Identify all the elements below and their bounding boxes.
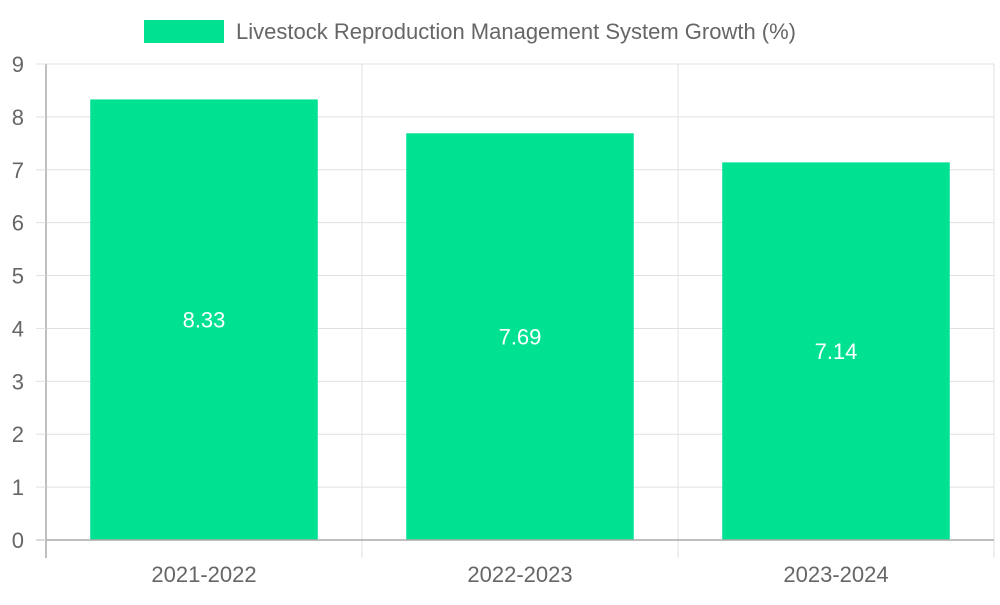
x-axis-ticks: 2021-2022 2022-2023 2023-2024 <box>151 562 888 587</box>
bar-2023-2024 <box>722 162 950 540</box>
data-labels: 8.33 7.69 7.14 <box>183 308 858 364</box>
bars <box>90 99 950 541</box>
x-tick-label: 2022-2023 <box>467 562 572 587</box>
bar-2022-2023 <box>406 133 634 541</box>
data-label: 8.33 <box>183 308 226 333</box>
x-tick-label: 2023-2024 <box>783 562 888 587</box>
axes <box>36 64 994 558</box>
bar-2021-2022 <box>90 99 318 541</box>
y-tick-label: 7 <box>12 158 24 183</box>
y-tick-label: 0 <box>12 528 24 553</box>
legend-label: Livestock Reproduction Management System… <box>236 19 796 44</box>
y-tick-label: 9 <box>12 52 24 77</box>
x-tick-label: 2021-2022 <box>151 562 256 587</box>
legend-swatch <box>144 20 224 43</box>
y-tick-label: 1 <box>12 475 24 500</box>
y-axis-ticks: 0 1 2 3 4 5 6 7 8 9 <box>12 52 46 553</box>
data-label: 7.69 <box>499 325 542 350</box>
data-label: 7.14 <box>815 339 858 364</box>
y-tick-label: 8 <box>12 105 24 130</box>
y-tick-label: 3 <box>12 369 24 394</box>
legend: Livestock Reproduction Management System… <box>144 19 796 44</box>
y-tick-label: 5 <box>12 264 24 289</box>
y-tick-label: 2 <box>12 422 24 447</box>
y-tick-label: 4 <box>12 316 24 341</box>
y-tick-label: 6 <box>12 211 24 236</box>
